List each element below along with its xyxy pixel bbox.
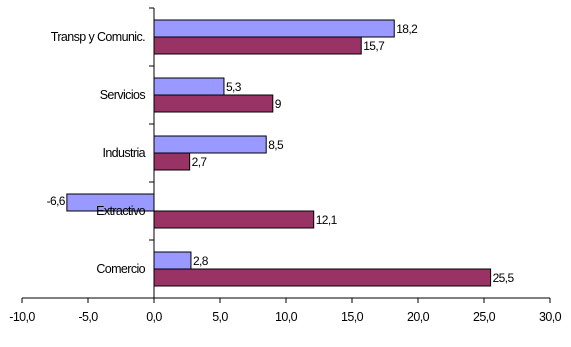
data-label: 2,7 [192, 155, 208, 169]
chart-axes: -10,0 -5,0 0,0 5,0 10,0 15,0 20,0 25,0 30,0 [9, 7, 562, 324]
category-label: Servicios [100, 88, 146, 102]
data-label: 12,1 [316, 213, 338, 227]
category-label: Extractivo [96, 204, 146, 218]
x-tick-label: 10,0 [275, 310, 298, 324]
data-label: -6,6 [47, 194, 66, 208]
category-label: Comercio [96, 262, 145, 276]
x-tick-label: 0,0 [146, 310, 162, 324]
x-tick-label: 30,0 [539, 310, 562, 324]
bar-series-2 [153, 36, 362, 55]
x-tick-label: -10,0 [9, 310, 35, 324]
bar-series-2 [153, 268, 492, 287]
data-label: 2,8 [193, 254, 209, 268]
data-label: 18,2 [396, 22, 418, 36]
data-label: 8,5 [268, 138, 284, 152]
data-label: 5,3 [226, 80, 242, 94]
bar-series-2 [153, 152, 191, 171]
x-tick-label: 20,0 [407, 310, 430, 324]
bar-series-2 [153, 210, 315, 229]
bar-series-1 [153, 77, 225, 96]
x-tick-label: 25,0 [473, 310, 496, 324]
x-tick-label: -5,0 [78, 310, 98, 324]
bar-series-1 [153, 135, 267, 154]
data-label: 9 [275, 97, 282, 111]
x-tick-label: 15,0 [341, 310, 364, 324]
x-tick-label: 5,0 [212, 310, 228, 324]
category-label: Transp y Comunic. [51, 30, 145, 44]
category-label: Industria [102, 146, 145, 160]
bar-series-1 [66, 193, 155, 212]
bar-series-1 [153, 251, 192, 270]
bar-series-2 [153, 94, 274, 113]
data-label: 15,7 [363, 39, 385, 53]
chart-labels: Transp y Comunic. 18,2 15,7 Servicios 5,3 9 In… [47, 22, 515, 285]
chart-bars [66, 19, 492, 287]
bar-series-1 [153, 19, 395, 38]
data-label: 25,5 [493, 271, 515, 285]
